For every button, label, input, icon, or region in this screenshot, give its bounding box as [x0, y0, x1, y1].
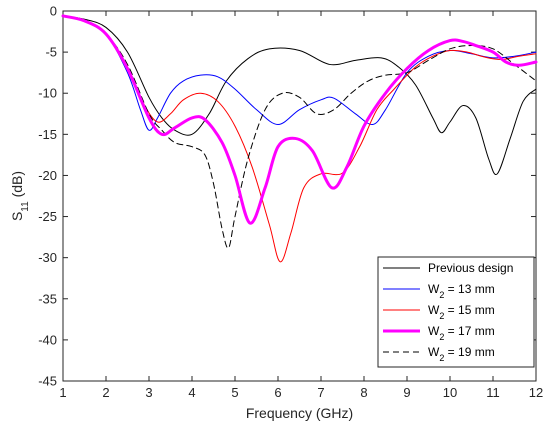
- legend-label-4: W2 = 19 mm: [428, 345, 495, 363]
- y-axis-label-base: S: [9, 212, 25, 221]
- x-tick-label: 6: [274, 385, 281, 400]
- legend-label-tail: = 13 mm: [444, 282, 494, 296]
- x-tick-label: 3: [145, 385, 152, 400]
- x-tick-label: 11: [486, 385, 500, 400]
- y-tick-label: -30: [38, 250, 57, 265]
- legend-label-base: W: [428, 324, 440, 338]
- series-line-4: [62, 15, 537, 249]
- y-axis-label: S11 (dB): [9, 171, 31, 221]
- y-tick-label: 0: [50, 4, 57, 19]
- legend-label-2: W2 = 15 mm: [428, 303, 495, 321]
- x-tick-label: 9: [403, 385, 410, 400]
- y-tick-label: -5: [45, 45, 57, 60]
- x-tick-labels: 1 2 3 4 5 6 7 8 9 10 11 12: [59, 385, 543, 400]
- y-tick-label: -20: [38, 168, 57, 183]
- legend-box: [377, 256, 535, 368]
- x-tick-label: 10: [443, 385, 457, 400]
- legend-label-0: Previous design: [428, 261, 513, 275]
- legend-label-tail: = 19 mm: [444, 345, 494, 359]
- y-axis-label-sub: 11: [20, 201, 31, 212]
- x-tick-label: 4: [188, 385, 195, 400]
- legend-label-sub: 2: [439, 311, 444, 321]
- legend-label-tail: = 15 mm: [444, 303, 494, 317]
- x-tick-label: 1: [59, 385, 66, 400]
- series-line-0: [62, 15, 537, 176]
- y-tick-label: -25: [38, 209, 57, 224]
- legend-label-3: W2 = 17 mm: [428, 324, 495, 342]
- y-tick-label: -35: [38, 291, 57, 306]
- x-tick-label: 2: [102, 385, 109, 400]
- y-tick-labels: 0 -5 -10 -15 -20 -25 -30 -35 -40 -45: [38, 4, 57, 389]
- x-tick-label: 12: [529, 385, 543, 400]
- legend-label-1: W2 = 13 mm: [428, 282, 495, 300]
- legend-label-base: W: [428, 303, 440, 317]
- series-line-3: [61, 14, 538, 225]
- tick-marks: [62, 10, 537, 382]
- y-tick-label: -40: [38, 332, 57, 347]
- y-tick-label: -45: [38, 374, 57, 389]
- x-tick-label: 5: [231, 385, 238, 400]
- legend-label-base: W: [428, 282, 440, 296]
- legend-label-sub: 2: [439, 332, 444, 342]
- legend-label-sub: 2: [439, 290, 444, 300]
- legend-label-base: Previous design: [428, 261, 513, 275]
- series-layer: [61, 14, 538, 263]
- x-tick-label: 7: [317, 385, 324, 400]
- x-axis-label: Frequency (GHz): [246, 405, 353, 421]
- legend-label-tail: = 17 mm: [444, 324, 494, 338]
- y-tick-label: -15: [38, 127, 57, 142]
- legend-label-sub: 2: [439, 353, 444, 363]
- series-line-2: [62, 15, 537, 263]
- y-axis-label-tail: (dB): [9, 171, 25, 201]
- y-tick-label: -10: [38, 86, 57, 101]
- legend-label-base: W: [428, 345, 440, 359]
- x-tick-label: 8: [360, 385, 367, 400]
